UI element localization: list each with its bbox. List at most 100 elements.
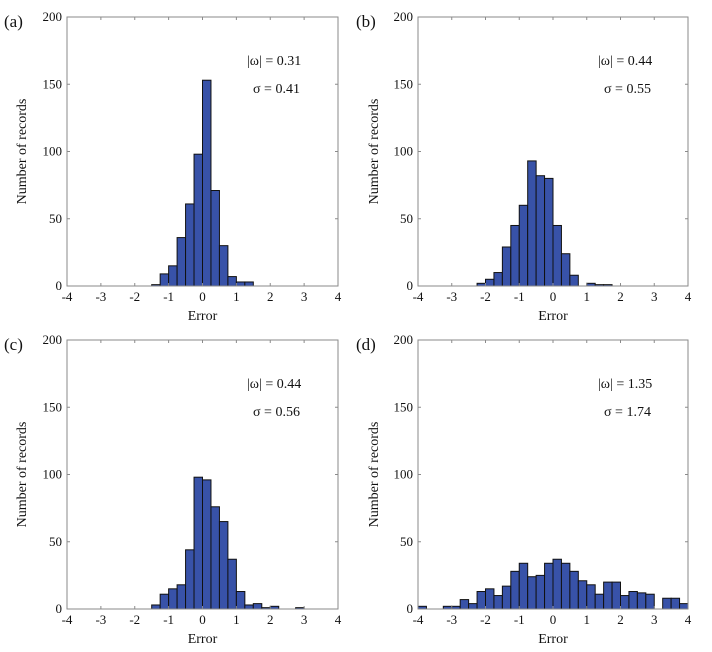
- omega-annotation: |ω| = 0.44: [598, 54, 652, 69]
- histogram-bar: [493, 272, 503, 287]
- histogram-bar: [159, 593, 170, 610]
- y-axis-label: Number of records: [15, 422, 30, 528]
- x-axis-label: Error: [538, 309, 568, 324]
- y-tick-label: 0: [407, 278, 414, 293]
- x-tick-label: -4: [413, 289, 424, 304]
- x-tick-label: 2: [617, 289, 624, 304]
- chart-panel-c: -4 -3 -2 -1 0 1 2 3 4 0 50 100 150 200 Error Number of …: [4, 332, 342, 647]
- omega-annotation: |ω| = 1.35: [598, 377, 652, 392]
- x-tick-label: -4: [62, 289, 73, 304]
- y-tick-label: 150: [43, 76, 63, 91]
- x-tick-label: 1: [584, 289, 591, 304]
- panel-label: (d): [356, 335, 376, 354]
- x-tick-label: 3: [301, 289, 308, 304]
- x-tick-label: 3: [651, 612, 658, 627]
- histogram-bar: [468, 603, 478, 610]
- x-tick-label: -3: [446, 612, 457, 627]
- histogram-bar: [620, 595, 630, 610]
- histogram-bar: [527, 160, 537, 287]
- histogram-bar: [185, 203, 195, 287]
- histogram-bar: [476, 591, 486, 610]
- histogram-bar: [202, 479, 212, 610]
- x-tick-label: 4: [335, 289, 342, 304]
- histogram-bar: [493, 595, 503, 610]
- histogram-bar: [193, 476, 203, 610]
- y-tick-label: 200: [43, 9, 63, 24]
- histogram-bar: [544, 177, 554, 287]
- x-tick-label: 2: [267, 612, 274, 627]
- chart-panel-a: -4 -3 -2 -1 0 1 2 3 4 0 50 100 150 200 Error Number of …: [4, 9, 342, 324]
- y-tick-label: 50: [49, 534, 62, 549]
- histogram-bar: [244, 604, 254, 610]
- panel-label: (a): [4, 12, 23, 31]
- histogram-bar: [159, 273, 170, 287]
- histogram-bar: [210, 190, 220, 287]
- histogram-bar: [560, 562, 571, 610]
- y-tick-label: 200: [394, 332, 414, 347]
- y-tick-label: 0: [407, 601, 414, 616]
- x-tick-label: -1: [163, 289, 174, 304]
- histogram-bar: [594, 593, 605, 610]
- sigma-annotation: σ = 1.74: [604, 405, 651, 420]
- panel-label: (b): [356, 12, 376, 31]
- histogram-bar: [235, 591, 246, 610]
- x-tick-label: 2: [267, 289, 274, 304]
- y-tick-label: 100: [394, 144, 414, 159]
- sigma-annotation: σ = 0.41: [253, 82, 300, 97]
- histogram-bar: [636, 592, 647, 610]
- x-tick-label: -3: [95, 612, 106, 627]
- x-tick-label: -1: [514, 289, 525, 304]
- y-axis-label: Number of records: [367, 99, 382, 205]
- x-tick-label: 1: [233, 289, 240, 304]
- histogram-bar: [586, 584, 596, 610]
- x-tick-label: -2: [480, 289, 491, 304]
- x-tick-label: 4: [335, 612, 342, 627]
- x-tick-label: 3: [301, 612, 308, 627]
- histogram-bar: [679, 603, 689, 610]
- x-tick-label: -1: [514, 612, 525, 627]
- histogram-bar: [168, 588, 178, 610]
- y-tick-label: 0: [56, 278, 63, 293]
- histogram-bar: [645, 593, 655, 610]
- histogram-bar: [527, 576, 537, 610]
- y-tick-label: 150: [394, 399, 414, 414]
- panel-label: (c): [4, 335, 23, 354]
- histogram-bar: [603, 581, 613, 610]
- histogram-bar: [202, 79, 212, 287]
- histogram-bar: [510, 570, 520, 610]
- x-axis-label: Error: [188, 309, 218, 324]
- x-axis-label: Error: [188, 632, 218, 647]
- omega-annotation: |ω| = 0.31: [247, 54, 301, 69]
- y-tick-label: 50: [400, 534, 413, 549]
- histogram-bar: [227, 558, 237, 610]
- histogram-bar: [193, 153, 203, 287]
- y-axis-label: Number of records: [15, 99, 30, 205]
- histogram-bar: [227, 276, 237, 287]
- histogram-bar: [459, 599, 470, 610]
- x-tick-label: -4: [413, 612, 424, 627]
- x-tick-label: -4: [62, 612, 73, 627]
- y-tick-label: 100: [43, 144, 63, 159]
- histogram-bar: [535, 574, 546, 610]
- x-tick-label: -2: [480, 612, 491, 627]
- histogram-bar: [518, 562, 529, 610]
- y-tick-label: 200: [394, 9, 414, 24]
- x-tick-label: -2: [129, 612, 140, 627]
- histogram-bar: [176, 237, 187, 287]
- x-tick-label: 2: [617, 612, 624, 627]
- chart-panel-d: -4 -3 -2 -1 0 1 2 3 4 0 50 100 150 200 Error Number of …: [356, 332, 692, 647]
- x-tick-label: 4: [685, 612, 692, 627]
- x-tick-label: 1: [584, 612, 591, 627]
- x-tick-label: 0: [550, 289, 557, 304]
- histogram-bar: [628, 591, 638, 610]
- histogram-bar: [670, 597, 681, 610]
- x-tick-label: 3: [651, 289, 658, 304]
- histogram-bar: [218, 521, 229, 610]
- x-tick-label: -3: [95, 289, 106, 304]
- x-axis-label: Error: [538, 632, 568, 647]
- histogram-bar: [252, 603, 263, 610]
- histogram-bar: [569, 274, 579, 287]
- x-tick-label: -3: [446, 289, 457, 304]
- sigma-annotation: σ = 0.56: [253, 405, 300, 420]
